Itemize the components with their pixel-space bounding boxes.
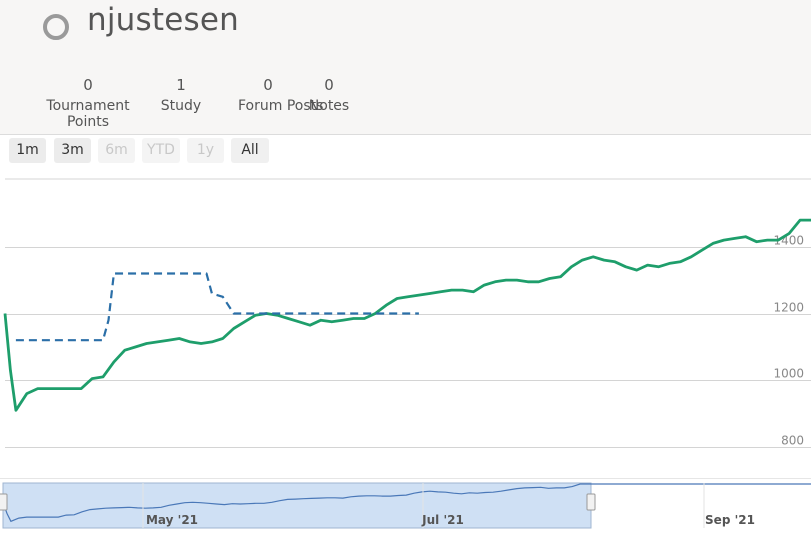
range-button-1m[interactable]: 1m [9,138,46,163]
y-tick-label: 1000 [773,367,804,381]
stat-study[interactable]: 1 Study [160,76,202,114]
navigator-x-label: May '21 [146,513,198,527]
range-button-ytd[interactable]: YTD [142,138,180,163]
stat-value: 0 [83,76,93,94]
series-line-solid [3,218,811,412]
stat-label: Tournament Points [46,98,130,130]
range-button-3m[interactable]: 3m [54,138,91,163]
y-tick-label: 800 [781,434,804,448]
stat-value: 1 [176,76,186,94]
navigator-handle-right[interactable] [586,493,596,511]
series-line-dashed [15,272,419,342]
stat-notes[interactable]: 0 Notes [308,76,350,114]
stat-label: Notes [308,98,350,114]
y-tick-label: 1200 [773,301,804,315]
navigator-x-label: Jul '21 [421,513,464,527]
stat-tournament-points[interactable]: 0 Tournament Points [24,76,152,130]
range-button-6m[interactable]: 6m [98,138,135,163]
stat-value: 0 [263,76,273,94]
profile-header: njustesen 0 Tournament Points 1 Study 0 … [0,0,811,135]
chart-series [3,218,811,412]
range-button-1y[interactable]: 1y [187,138,224,163]
username: njustesen [87,2,239,38]
navigator-x-label: Sep '21 [705,513,755,527]
stat-forum-posts[interactable]: 0 Forum Posts [238,76,323,114]
navigator-selection[interactable] [2,482,592,529]
range-button-all[interactable]: All [231,138,269,163]
navigator-series-line [2,483,811,523]
stat-value: 0 [324,76,334,94]
stat-label: Forum Posts [238,98,324,114]
stat-label: Study [160,98,202,114]
online-status-icon [43,14,69,40]
navigator[interactable]: May '21 Jul '21 Sep '21 [0,478,811,529]
navigator-handle-left[interactable] [0,493,8,511]
